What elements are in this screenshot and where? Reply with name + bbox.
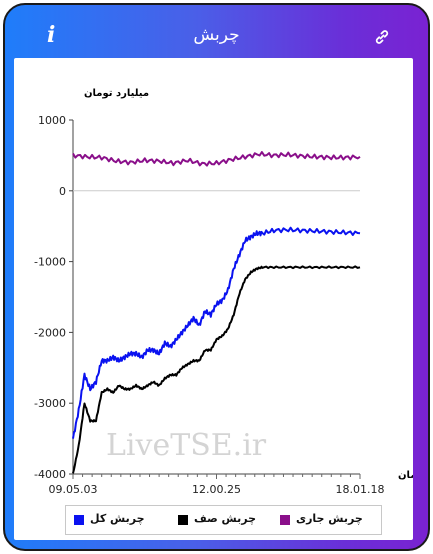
x-tick-label: 09.05.03 (49, 483, 98, 496)
info-icon[interactable]: i (47, 22, 56, 48)
y-axis-label: میلیارد تومان (84, 88, 149, 99)
x-axis-label: زمان (398, 470, 413, 481)
y-tick-label: 0 (59, 185, 66, 198)
series-line-1 (72, 265, 361, 474)
legend-label-current: چربش جاری (296, 512, 363, 525)
y-tick-label: -1000 (34, 256, 66, 269)
legend-swatch-total (74, 515, 84, 525)
x-tick-label: 18.01.18 (336, 483, 385, 496)
legend-item-current[interactable]: چربش جاری (280, 512, 375, 528)
link-icon[interactable] (374, 29, 390, 45)
series-line-0 (72, 226, 361, 439)
x-tick-label: 12.00.25 (192, 483, 241, 496)
legend-label-slippage: چربش صف (194, 512, 257, 525)
y-tick-label: 1000 (38, 114, 66, 127)
series-line-2 (72, 151, 361, 167)
legend-item-slippage[interactable]: چربش صف (178, 512, 268, 528)
legend-item-total[interactable]: چربش کل (74, 512, 162, 528)
app-frame: i چربش میلیارد تومان 1000 0 -1000 -2000 -3000… (3, 3, 430, 551)
line-chart: میلیارد تومان 1000 0 -1000 -2000 -3000 -4000 09… (34, 88, 413, 496)
legend-label-total: چربش کل (90, 512, 145, 525)
page-title: چربش (193, 25, 240, 45)
chart-legend: چربش کل چربش صف چربش جاری (65, 505, 382, 535)
y-tick-label: -4000 (34, 468, 66, 481)
watermark: LiveTSE.ir (106, 428, 267, 463)
legend-swatch-current (280, 515, 290, 525)
chart-card: میلیارد تومان 1000 0 -1000 -2000 -3000 -4000 09… (14, 58, 413, 540)
y-tick-label: -2000 (34, 326, 66, 339)
y-tick-label: -3000 (34, 397, 66, 410)
legend-swatch-slippage (178, 515, 188, 525)
header-bar: i چربش (5, 5, 428, 57)
